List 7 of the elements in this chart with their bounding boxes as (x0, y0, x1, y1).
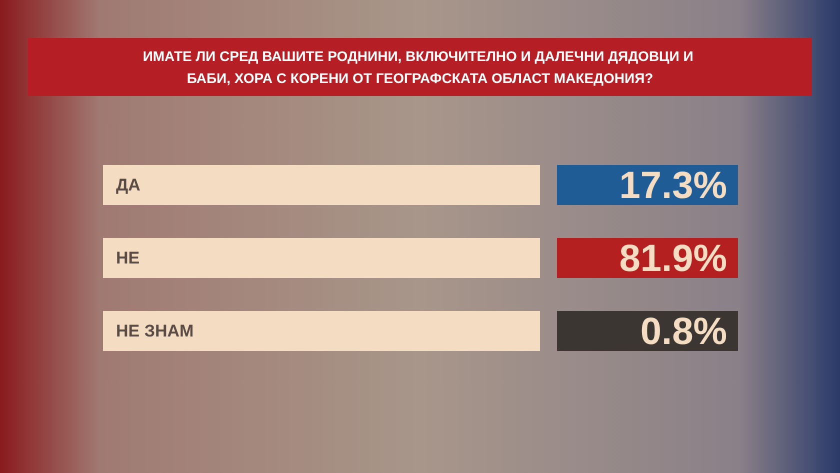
data-label: 81.9% (619, 238, 727, 280)
data-label: 17.3% (619, 165, 727, 207)
category-label: НЕ (116, 248, 140, 268)
data-label: 0.8% (640, 311, 727, 353)
category-label: ДА (116, 176, 140, 194)
text: ИМАТЕ ЛИ СРЕД ВАШИТЕ РОДНИНИ, ВКЛЮЧИТЕЛНО И ДАЛЕЧНИ ДЯДОВЦИ И БАБИ, ХОРА С КОРЕНИ ОТ ГЕОГРАФСКАТА ОБЛАСТ МАКЕДОНИЯ? (142, 48, 698, 86)
category-label: НЕ ЗНАМ (116, 322, 194, 340)
